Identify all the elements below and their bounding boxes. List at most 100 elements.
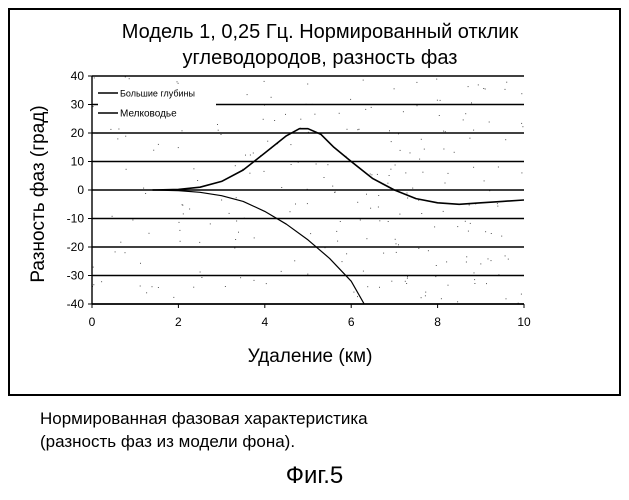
noise-dot [173, 297, 174, 298]
noise-dot [390, 169, 391, 170]
noise-dot [189, 209, 190, 210]
noise-dot [247, 94, 248, 95]
noise-dot [217, 124, 218, 125]
noise-dot [112, 216, 113, 217]
noise-dot [310, 233, 311, 234]
noise-dot [93, 106, 94, 107]
y-tick-label: 10 [71, 155, 85, 169]
legend-label-1: Большие глубины [120, 89, 195, 99]
caption-line-1: Нормированная фазовая характеристика [40, 408, 368, 430]
noise-dot [521, 123, 522, 124]
noise-dot [254, 280, 255, 281]
noise-dot [93, 267, 94, 268]
noise-dot [419, 159, 420, 160]
noise-dot [491, 260, 492, 261]
noise-dot [395, 165, 396, 166]
noise-dot [436, 79, 437, 80]
noise-dot [436, 265, 437, 266]
noise-dot [469, 205, 470, 206]
noise-dot [391, 141, 392, 142]
noise-dot [332, 186, 333, 187]
noise-dot [363, 80, 364, 81]
noise-dot [394, 88, 395, 89]
noise-dot [439, 115, 440, 116]
noise-dot [468, 231, 469, 232]
noise-dot [407, 193, 408, 194]
noise-dot [443, 149, 444, 150]
noise-dot [366, 238, 367, 239]
noise-dot [463, 119, 464, 120]
noise-dot [235, 239, 236, 240]
noise-dot [505, 255, 506, 256]
noise-dot [180, 241, 181, 242]
noise-dot [350, 99, 351, 100]
noise-dot [403, 111, 404, 112]
noise-dot [300, 119, 301, 120]
noise-dot [446, 261, 447, 262]
noise-dot [371, 174, 372, 175]
noise-dot [466, 262, 467, 263]
noise-dot [245, 155, 246, 156]
noise-dot [498, 167, 499, 168]
noise-dot [342, 261, 343, 262]
y-tick-label: -20 [67, 240, 85, 254]
noise-dot [378, 207, 379, 208]
x-tick-label: 8 [434, 315, 441, 329]
noise-dot [469, 138, 470, 139]
noise-dot [405, 172, 406, 173]
noise-dot [521, 172, 522, 173]
caption-line-2: (разность фаз из модели фона). [40, 431, 295, 453]
y-tick-label: 0 [77, 183, 84, 197]
noise-dot [485, 89, 486, 90]
noise-dot [340, 221, 341, 222]
noise-dot [177, 81, 178, 82]
noise-dot [521, 93, 522, 94]
noise-dot [497, 206, 498, 207]
noise-dot [480, 263, 481, 264]
noise-dot [290, 144, 291, 145]
noise-dot [307, 84, 308, 85]
noise-dot [466, 256, 467, 257]
noise-dot [125, 252, 126, 253]
noise-dot [370, 208, 371, 209]
noise-dot [249, 173, 250, 174]
noise-dot [360, 220, 361, 221]
noise-dot [117, 138, 118, 139]
noise-dot [324, 177, 325, 178]
noise-dot [396, 252, 397, 253]
noise-dot [357, 202, 358, 203]
noise-dot [337, 241, 338, 242]
noise-dot [437, 100, 438, 101]
chart-frame: Модель 1, 0,25 Гц. Нормированный отклик … [8, 8, 621, 396]
noise-dot [478, 84, 479, 85]
legend-label-2: Мелководье [120, 109, 177, 120]
noise-dot [353, 292, 354, 293]
noise-dot [471, 102, 472, 103]
noise-dot [199, 242, 200, 243]
noise-dot [389, 130, 390, 131]
y-tick-label: -10 [67, 212, 85, 226]
x-tick-label: 0 [89, 315, 96, 329]
noise-dot [457, 226, 458, 227]
noise-dot [405, 281, 406, 282]
noise-dot [264, 81, 265, 82]
noise-dot [158, 287, 159, 288]
noise-dot [412, 188, 413, 189]
noise-dot [236, 197, 237, 198]
noise-dot [522, 126, 523, 127]
figure-label: Фиг.5 [0, 462, 629, 490]
noise-dot [201, 277, 202, 278]
noise-dot [235, 165, 236, 166]
noise-dot [440, 100, 441, 101]
noise-dot [221, 134, 222, 135]
noise-dot [94, 77, 95, 78]
noise-dot [359, 129, 360, 130]
noise-dot [377, 174, 378, 175]
noise-dot [295, 204, 296, 205]
noise-dot [307, 203, 308, 204]
x-tick-label: 6 [348, 315, 355, 329]
noise-dot [221, 200, 222, 201]
noise-dot [424, 149, 425, 150]
noise-dot [253, 153, 254, 154]
noise-dot [474, 272, 475, 273]
